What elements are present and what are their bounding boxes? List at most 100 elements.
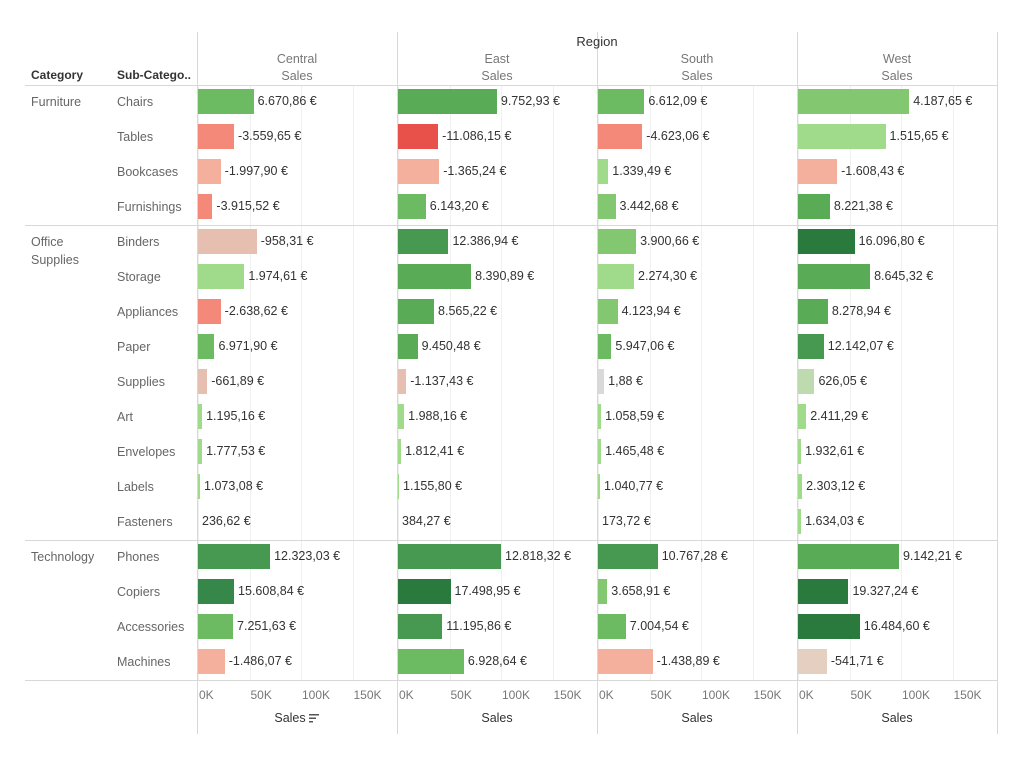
subcategory-label[interactable]: Storage (117, 270, 161, 284)
bar[interactable] (598, 439, 602, 464)
bar[interactable] (198, 579, 235, 604)
bar[interactable] (198, 404, 203, 429)
subcategory-label[interactable]: Tables (117, 130, 154, 144)
x-tick-label: 50K (250, 688, 272, 702)
subcategory-label[interactable]: Bookcases (117, 165, 179, 179)
bar[interactable] (398, 229, 449, 254)
bar[interactable] (398, 159, 440, 184)
subcategory-label[interactable]: Appliances (117, 305, 179, 319)
bar[interactable] (198, 649, 225, 674)
bar[interactable] (398, 194, 426, 219)
bar[interactable] (198, 544, 271, 569)
bar[interactable] (598, 579, 608, 604)
bar[interactable] (398, 579, 451, 604)
bar[interactable] (198, 89, 254, 114)
bar[interactable] (598, 334, 612, 359)
bar[interactable] (798, 159, 838, 184)
bar[interactable] (598, 369, 605, 394)
bar[interactable] (598, 614, 626, 639)
bar[interactable] (398, 544, 501, 569)
region-name: West (882, 52, 912, 66)
row-header-category[interactable]: Category (31, 68, 84, 82)
subcategory-label[interactable]: Supplies (117, 375, 165, 389)
subcategory-label[interactable]: Accessories (117, 620, 185, 634)
x-axis-title[interactable]: Sales (881, 711, 913, 725)
category-label[interactable]: Office Supplies (31, 235, 79, 267)
x-axis-title[interactable]: Sales (681, 711, 713, 725)
subcategory-label[interactable]: Copiers (117, 585, 161, 599)
row-header-subcategory[interactable]: Sub-Catego.. (117, 68, 191, 82)
bar[interactable] (398, 369, 407, 394)
bar[interactable] (598, 264, 635, 289)
bar[interactable] (798, 369, 815, 394)
bar[interactable] (798, 649, 827, 674)
subcategory-label[interactable]: Fasteners (117, 515, 173, 529)
bar[interactable] (598, 474, 601, 499)
bar[interactable] (198, 159, 221, 184)
bar[interactable] (598, 299, 618, 324)
region-header-central[interactable]: Central Sales (197, 51, 397, 85)
bar[interactable] (198, 264, 245, 289)
bar[interactable] (798, 299, 828, 324)
bar[interactable] (198, 614, 234, 639)
bar[interactable] (798, 579, 849, 604)
bar[interactable] (798, 334, 824, 359)
subcategory-label[interactable]: Chairs (117, 95, 154, 109)
bar[interactable] (198, 369, 208, 394)
data-label: 19.327,24 € (852, 584, 919, 598)
bar[interactable] (798, 264, 871, 289)
x-axis-title[interactable]: Sales (197, 711, 397, 726)
region-header-south[interactable]: South Sales (597, 51, 797, 85)
bar[interactable] (798, 89, 910, 114)
bar[interactable] (798, 614, 860, 639)
bar[interactable] (798, 509, 802, 534)
subcategory-label[interactable]: Envelopes (117, 445, 176, 459)
bar[interactable] (398, 614, 443, 639)
bar[interactable] (598, 194, 616, 219)
bar[interactable] (398, 474, 400, 499)
subcategory-label[interactable]: Machines (117, 655, 171, 669)
bar[interactable] (798, 474, 803, 499)
bar[interactable] (798, 229, 855, 254)
bar[interactable] (398, 334, 418, 359)
x-tick-label: 0K (799, 688, 814, 702)
bar[interactable] (198, 334, 215, 359)
subcategory-label[interactable]: Binders (117, 235, 160, 249)
bar[interactable] (198, 124, 235, 149)
category-label[interactable]: Technology (31, 550, 95, 564)
region-header-east[interactable]: East Sales (397, 51, 597, 85)
bar[interactable] (598, 89, 645, 114)
subcategory-label[interactable]: Phones (117, 550, 160, 564)
bar[interactable] (398, 124, 439, 149)
bar[interactable] (598, 404, 602, 429)
bar[interactable] (398, 439, 402, 464)
bar[interactable] (398, 299, 435, 324)
bar[interactable] (798, 124, 886, 149)
bar[interactable] (398, 649, 464, 674)
subcategory-label[interactable]: Paper (117, 340, 151, 354)
category-label[interactable]: Furniture (31, 95, 82, 109)
subcategory-label[interactable]: Furnishings (117, 200, 182, 214)
bar[interactable] (198, 229, 257, 254)
bar[interactable] (198, 474, 201, 499)
region-header-west[interactable]: West Sales (797, 51, 997, 85)
bar[interactable] (598, 649, 653, 674)
bar[interactable] (798, 404, 807, 429)
bar[interactable] (198, 439, 203, 464)
bar[interactable] (798, 194, 830, 219)
bar[interactable] (598, 124, 643, 149)
bar[interactable] (198, 194, 213, 219)
subcategory-label[interactable]: Art (117, 410, 133, 424)
bar[interactable] (598, 229, 637, 254)
bar[interactable] (198, 299, 221, 324)
bar[interactable] (798, 439, 802, 464)
bar[interactable] (398, 264, 472, 289)
bar[interactable] (398, 404, 405, 429)
bar[interactable] (398, 89, 497, 114)
bar[interactable] (598, 544, 658, 569)
bar[interactable] (798, 544, 899, 569)
bar[interactable] (598, 159, 609, 184)
subcategory-label[interactable]: Labels (117, 480, 154, 494)
sort-descending-icon[interactable] (308, 712, 320, 726)
x-axis-title[interactable]: Sales (481, 711, 513, 725)
